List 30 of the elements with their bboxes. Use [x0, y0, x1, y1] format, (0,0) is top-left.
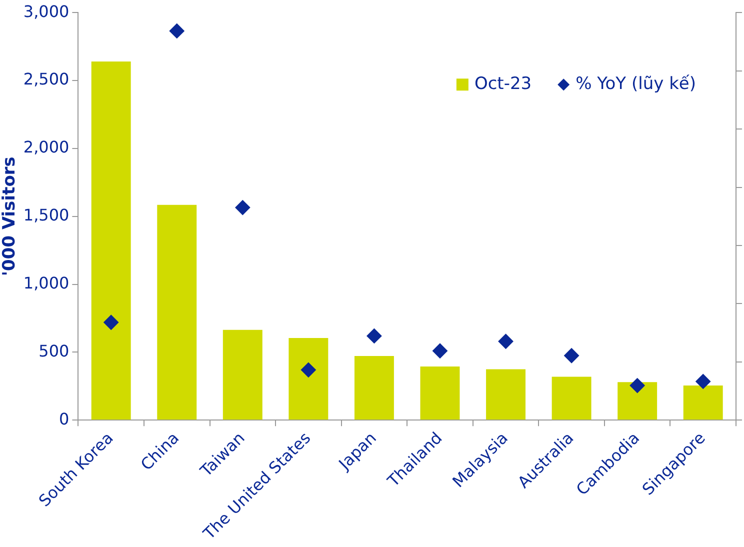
y-tick-label: 2,500	[23, 70, 70, 89]
legend-label: Oct-23	[474, 74, 532, 94]
bar	[222, 330, 262, 420]
y-axis-title: '000 Visitors	[0, 156, 20, 276]
bar	[618, 382, 658, 420]
point	[564, 348, 580, 364]
point	[104, 314, 119, 330]
y-tick-label: 3,000	[23, 2, 70, 21]
y-tick-label: 1,000	[23, 273, 70, 292]
bar	[486, 369, 526, 420]
bar	[354, 356, 394, 420]
bar	[288, 338, 328, 420]
y-tick-label: 1,500	[23, 206, 70, 225]
point	[630, 378, 645, 394]
point	[169, 23, 184, 38]
point	[366, 328, 382, 344]
y-tick-label: 2,000	[23, 138, 70, 157]
point	[300, 362, 316, 378]
bar	[683, 386, 723, 420]
bar	[157, 204, 197, 420]
bar	[420, 366, 460, 420]
point	[696, 374, 711, 389]
bar	[552, 376, 592, 420]
legend-label: % YoY (lũy kế)	[576, 74, 696, 94]
point	[498, 334, 514, 349]
y-tick-label: 0	[59, 409, 70, 428]
point	[432, 343, 448, 358]
bar	[91, 62, 131, 420]
y-tick-label: 500	[38, 341, 70, 360]
point	[235, 200, 250, 216]
